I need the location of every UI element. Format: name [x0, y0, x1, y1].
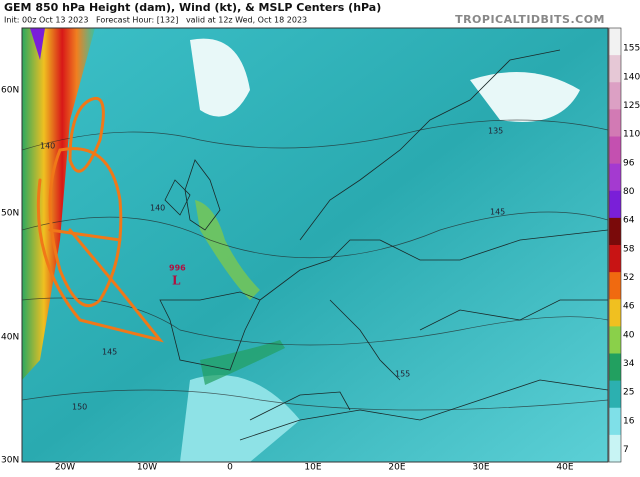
jet-core: [30, 28, 45, 60]
longitude-labels: 20W 10W 0 10E 20E 30E 40E: [55, 463, 574, 473]
colorbar-label: 7: [623, 445, 629, 455]
colorbar-label: 110: [623, 130, 640, 140]
contour-label: 155: [395, 370, 410, 379]
longitude-label: 40E: [556, 463, 573, 473]
colorbar-segment: [609, 353, 621, 382]
longitude-label: 0: [227, 463, 233, 473]
title: GEM 850 hPa Height (dam), Wind (kt), & M…: [4, 1, 381, 14]
latitude-label: 30N: [1, 456, 19, 466]
source: TROPICALTIDBITS.COM: [455, 13, 605, 26]
colorbar-segment: [609, 163, 621, 192]
latitude-label: 50N: [1, 209, 19, 219]
colorbar: 155 140 125 110 96 80 64 58 52 46 40 34 25 16 7: [608, 27, 640, 463]
longitude-label: 20E: [388, 463, 405, 473]
colorbar-label: 155: [623, 44, 640, 54]
colorbar-label: 58: [623, 244, 635, 254]
colorbar-segment: [609, 28, 621, 56]
colorbar-segment: [609, 190, 621, 219]
map-frame: [21, 27, 609, 463]
longitude-label: 20W: [55, 463, 75, 473]
latitude-label: 60N: [1, 86, 19, 96]
wind-max: [200, 340, 285, 385]
colorbar-label: 125: [623, 101, 640, 111]
latitude-labels: 60N 50N 40N 30N: [1, 86, 19, 466]
low-symbol: L: [172, 274, 181, 288]
colorbar-label: 46: [623, 302, 635, 312]
contour-label: 150: [72, 403, 87, 412]
jet-streak: [22, 28, 95, 380]
wind-max: [195, 200, 260, 300]
calm-area: [190, 38, 250, 117]
colorbar-label: 80: [623, 187, 635, 197]
longitude-label: 10W: [137, 463, 157, 473]
low-pressure: 996: [169, 264, 186, 273]
calm-area: [470, 72, 580, 122]
colorbar-segment: [609, 299, 621, 327]
colorbar-segment: [609, 434, 621, 463]
longitude-label: 10E: [304, 463, 321, 473]
colorbar-label: 64: [623, 216, 635, 226]
colorbar-segment: [609, 272, 621, 300]
contour-label: 140: [40, 142, 55, 151]
colorbar-segment: [609, 55, 621, 83]
colorbar-label: 96: [623, 158, 635, 168]
colorbar-segment: [609, 407, 621, 436]
colorbar-label: 40: [623, 330, 635, 340]
colorbar-label: 52: [623, 273, 634, 283]
contour-label: 145: [490, 208, 505, 217]
colorbar-label: 34: [623, 359, 635, 369]
hand-annotation: [36, 96, 164, 343]
colorbar-segment: [609, 245, 621, 273]
height-contours: [22, 119, 608, 411]
subtitle: Init: 00z Oct 13 2023 Forecast Hour: [13…: [4, 16, 307, 25]
contour-label: 135: [488, 127, 503, 136]
colorbar-segment: [609, 326, 621, 354]
colorbar-segment: [609, 109, 621, 137]
colorbar-frame: [608, 27, 622, 463]
map: [22, 28, 608, 462]
colorbar-label: 140: [623, 72, 640, 82]
colorbar-segment: [609, 217, 621, 246]
contour-label: 145: [102, 348, 117, 357]
latitude-label: 40N: [1, 333, 19, 343]
colorbar-segment: [609, 82, 621, 110]
colorbar-segment: [609, 380, 621, 409]
calm-area: [180, 375, 300, 462]
contour-label: 140: [150, 204, 165, 213]
longitude-label: 30E: [472, 463, 489, 473]
colorbar-segment: [609, 136, 621, 165]
coastlines: [159, 49, 608, 441]
colorbar-label: 16: [623, 416, 635, 426]
colorbar-label: 25: [623, 388, 634, 398]
